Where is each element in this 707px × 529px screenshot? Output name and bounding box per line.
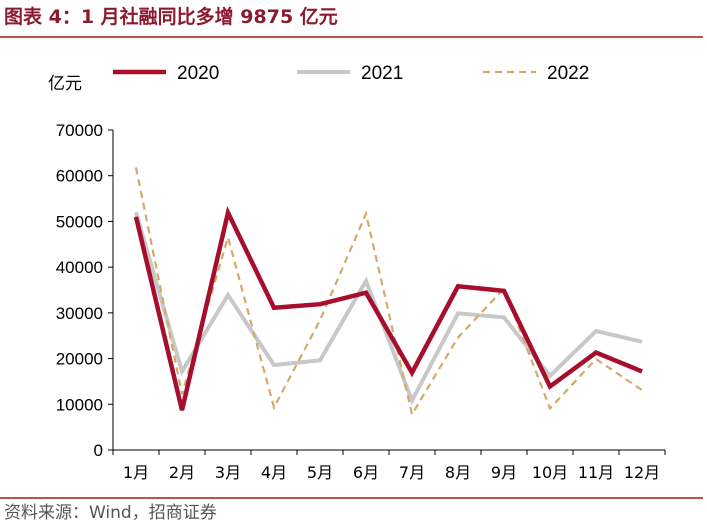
series-line-2021 [134,211,643,406]
series-line-2020 [133,205,643,411]
legend-label-2021: 2021 [361,63,403,84]
x-tick-label: 10月 [532,463,568,482]
source-note: 资料来源：Wind，招商证券 [4,503,217,523]
series-line-2022 [134,167,643,418]
y-axis-unit-label: 亿元 [48,74,82,94]
x-tick-label: 11月 [578,463,614,482]
y-tick-label: 0 [94,441,103,460]
x-tick-label: 7月 [399,463,425,482]
y-tick-label: 10000 [56,395,103,414]
series-layer [133,167,643,418]
line-chart: 2020 2021 2022 亿元 0 10000 20000 30000 40000 500… [48,63,666,482]
x-axis: 1月 2月 3月 4月 5月 6月 7月 8月 9月 10月 11月 12月 [112,449,666,482]
title-divider [0,36,703,38]
x-tick-label: 2月 [169,463,195,482]
legend-label-2020: 2020 [177,63,219,84]
legend-label-2022: 2022 [547,63,589,84]
chart-legend: 2020 2021 2022 [113,63,589,84]
x-tick-label: 5月 [307,463,333,482]
chart-title: 图表 4：1 月社融同比多增 9875 亿元 [4,6,338,28]
x-tick-label: 12月 [624,463,660,482]
footer-divider [0,497,703,499]
y-tick-label: 30000 [56,304,103,323]
y-tick-label: 70000 [56,121,103,140]
x-tick-label: 8月 [445,463,471,482]
x-tick-label: 9月 [491,463,517,482]
y-axis: 0 10000 20000 30000 40000 50000 60000 70000 [56,121,114,460]
x-tick-label: 4月 [261,463,287,482]
y-tick-label: 40000 [56,258,103,277]
x-tick-label: 6月 [353,463,379,482]
x-tick-label: 1月 [123,463,149,482]
y-tick-label: 20000 [56,350,103,369]
y-tick-label: 60000 [56,167,103,186]
x-tick-label: 3月 [215,463,241,482]
y-tick-label: 50000 [56,212,103,231]
